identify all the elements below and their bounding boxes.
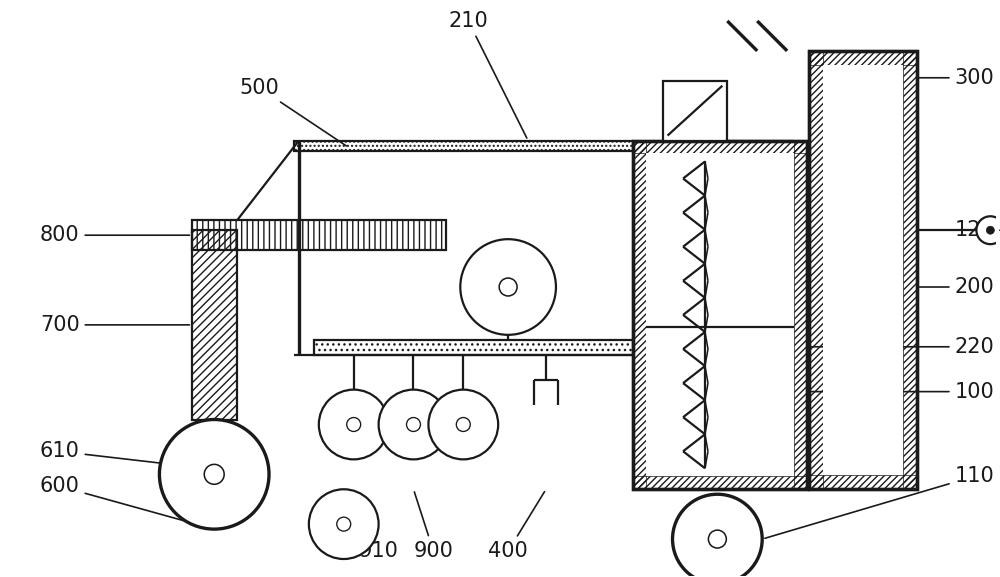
Circle shape [337, 517, 351, 531]
Circle shape [456, 418, 470, 432]
Bar [809, 51, 917, 65]
Bar [192, 220, 446, 250]
Bar [809, 475, 917, 489]
Circle shape [708, 530, 726, 548]
Bar [314, 340, 633, 355]
Bar [903, 51, 917, 489]
Bar [794, 141, 807, 489]
Bar [809, 51, 823, 489]
Circle shape [347, 418, 361, 432]
Circle shape [976, 216, 1000, 244]
Text: 610: 610 [40, 441, 211, 469]
Bar [633, 141, 807, 153]
Bar [192, 230, 237, 419]
Bar [809, 51, 917, 489]
Circle shape [428, 389, 498, 459]
Circle shape [673, 494, 762, 577]
Bar [809, 51, 917, 489]
Text: 700: 700 [40, 315, 190, 335]
Bar [192, 230, 237, 419]
Circle shape [407, 418, 420, 432]
Text: 600: 600 [40, 476, 212, 529]
Text: 100: 100 [810, 381, 994, 402]
Text: 300: 300 [919, 68, 994, 88]
Circle shape [499, 278, 517, 296]
Bar [646, 153, 794, 476]
Bar [294, 141, 633, 151]
Text: 400: 400 [488, 492, 545, 561]
Text: 200: 200 [919, 277, 994, 297]
Text: 500: 500 [239, 78, 346, 146]
Bar [823, 65, 903, 475]
Bar [663, 81, 727, 141]
Circle shape [309, 489, 379, 559]
Bar [294, 141, 633, 151]
Text: 110: 110 [765, 466, 994, 538]
Bar [633, 141, 646, 489]
Bar [314, 340, 633, 355]
Circle shape [319, 389, 389, 459]
Circle shape [460, 239, 556, 335]
Circle shape [159, 419, 269, 529]
Bar [633, 141, 807, 489]
Text: 800: 800 [40, 225, 190, 245]
Text: 120: 120 [955, 220, 1000, 240]
Bar [633, 476, 807, 489]
Text: 900: 900 [413, 492, 453, 561]
Text: 220: 220 [810, 337, 994, 357]
Text: 210: 210 [448, 11, 527, 138]
Bar [633, 141, 807, 489]
Text: 910: 910 [355, 492, 399, 561]
Bar [192, 220, 446, 250]
Circle shape [204, 464, 224, 484]
Circle shape [986, 226, 994, 234]
Circle shape [379, 389, 448, 459]
